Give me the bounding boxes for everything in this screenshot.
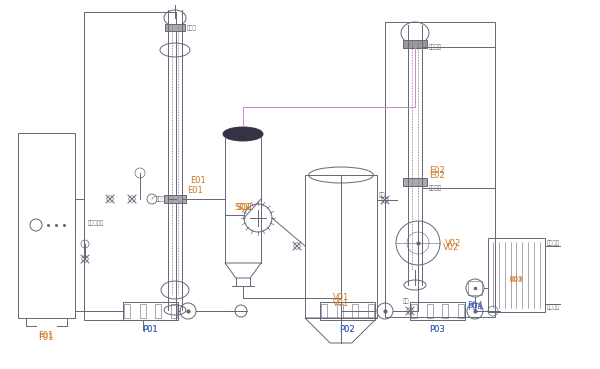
Text: V01: V01: [333, 299, 349, 307]
Bar: [165, 24, 185, 31]
Text: E03: E03: [509, 276, 523, 282]
Text: V02: V02: [445, 238, 461, 248]
Text: P04: P04: [467, 301, 483, 310]
Text: SQ1: SQ1: [235, 203, 251, 211]
Bar: [403, 178, 427, 186]
Text: 蒸汽进: 蒸汽进: [187, 25, 197, 31]
Text: E02: E02: [429, 166, 445, 175]
Text: E03: E03: [509, 277, 523, 283]
Text: P02: P02: [339, 325, 355, 335]
Text: F01: F01: [38, 334, 53, 342]
Bar: [488, 238, 545, 312]
Bar: [352, 304, 358, 318]
Text: P03: P03: [429, 325, 445, 335]
Bar: [403, 40, 427, 48]
Bar: [468, 281, 482, 295]
Bar: [368, 304, 374, 318]
Bar: [410, 302, 465, 320]
Text: P04: P04: [467, 303, 483, 313]
Text: SQ1: SQ1: [236, 203, 254, 211]
Bar: [427, 304, 433, 318]
Text: 蒸汽凝水出: 蒸汽凝水出: [88, 220, 104, 226]
Text: E01: E01: [190, 176, 206, 184]
Text: E02: E02: [429, 170, 445, 179]
Bar: [442, 304, 448, 318]
Text: V02: V02: [443, 244, 459, 252]
Text: P01: P01: [142, 325, 158, 335]
Bar: [140, 304, 146, 318]
Bar: [458, 304, 464, 318]
Bar: [320, 302, 375, 320]
Text: 冷却水进: 冷却水进: [429, 44, 442, 50]
Text: V01: V01: [333, 293, 349, 303]
Bar: [164, 195, 186, 203]
Text: E01: E01: [187, 186, 203, 194]
Text: P01: P01: [142, 325, 158, 335]
Bar: [124, 304, 130, 318]
Text: 蒸汽进: 蒸汽进: [156, 196, 166, 202]
Bar: [385, 22, 495, 317]
Text: 浓缩化液: 浓缩化液: [547, 304, 560, 310]
Text: 浓缩液出: 浓缩液出: [547, 240, 560, 246]
Bar: [337, 304, 343, 318]
Bar: [155, 304, 161, 318]
Bar: [321, 304, 327, 318]
Bar: [84, 12, 176, 320]
Text: 冷却水出: 冷却水出: [429, 185, 442, 191]
Bar: [305, 175, 377, 318]
Text: 排料: 排料: [403, 298, 409, 304]
Text: P02: P02: [339, 325, 355, 335]
Bar: [171, 304, 177, 318]
Text: 进料: 进料: [379, 192, 385, 198]
Text: F01: F01: [38, 331, 53, 341]
Bar: [18, 133, 75, 318]
Ellipse shape: [223, 127, 263, 141]
Bar: [123, 302, 178, 320]
Text: P03: P03: [429, 325, 445, 335]
Bar: [411, 304, 417, 318]
